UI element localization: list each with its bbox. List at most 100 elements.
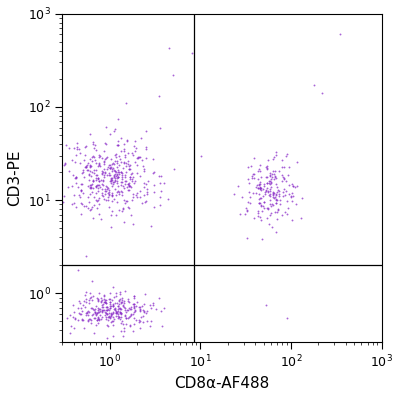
Point bbox=[151, 203, 157, 210]
Point bbox=[112, 186, 118, 193]
Point bbox=[127, 162, 133, 168]
Point bbox=[115, 142, 121, 148]
Point bbox=[126, 183, 132, 189]
Point bbox=[103, 299, 110, 306]
Point bbox=[285, 205, 291, 211]
Point bbox=[141, 199, 148, 206]
Point bbox=[262, 190, 268, 197]
Point bbox=[134, 170, 140, 176]
Point bbox=[142, 128, 149, 135]
Point bbox=[103, 197, 109, 203]
Point bbox=[255, 176, 261, 182]
Point bbox=[150, 155, 156, 162]
Point bbox=[92, 322, 99, 328]
Point bbox=[101, 148, 108, 154]
Point bbox=[79, 317, 86, 323]
Point bbox=[161, 179, 168, 186]
Point bbox=[270, 193, 277, 200]
Point bbox=[61, 161, 68, 168]
Point bbox=[86, 190, 93, 197]
Point bbox=[87, 184, 94, 190]
Point bbox=[117, 309, 124, 316]
Point bbox=[101, 172, 107, 178]
Point bbox=[117, 305, 124, 311]
Point bbox=[268, 180, 274, 187]
Point bbox=[104, 166, 110, 172]
Point bbox=[253, 190, 259, 196]
Point bbox=[144, 307, 150, 314]
Point bbox=[142, 155, 149, 162]
Point bbox=[136, 317, 142, 323]
Point bbox=[278, 212, 285, 218]
Point bbox=[103, 310, 110, 317]
Point bbox=[94, 316, 100, 323]
Point bbox=[99, 313, 106, 320]
Point bbox=[116, 189, 123, 195]
Point bbox=[109, 189, 115, 196]
Point bbox=[136, 153, 142, 160]
Point bbox=[106, 170, 112, 176]
Point bbox=[92, 310, 99, 316]
Point bbox=[292, 184, 298, 191]
Point bbox=[109, 207, 115, 214]
Point bbox=[83, 164, 89, 170]
Point bbox=[270, 191, 276, 197]
Point bbox=[91, 330, 97, 336]
Point bbox=[122, 152, 128, 158]
Point bbox=[242, 211, 248, 218]
Point bbox=[137, 306, 144, 313]
Point bbox=[83, 298, 90, 305]
Point bbox=[273, 229, 279, 236]
Point bbox=[125, 187, 132, 193]
Point bbox=[113, 212, 120, 219]
Point bbox=[97, 306, 104, 312]
Point bbox=[274, 209, 280, 215]
Point bbox=[83, 295, 90, 302]
Point bbox=[103, 187, 109, 194]
Point bbox=[255, 168, 262, 174]
Point bbox=[79, 180, 85, 187]
Point bbox=[96, 195, 102, 202]
Point bbox=[118, 174, 125, 180]
Point bbox=[142, 291, 148, 297]
X-axis label: CD8α-AF488: CD8α-AF488 bbox=[174, 376, 270, 391]
Point bbox=[137, 187, 143, 194]
Point bbox=[65, 184, 71, 190]
Point bbox=[108, 178, 114, 185]
Point bbox=[264, 164, 270, 171]
Point bbox=[118, 318, 125, 324]
Point bbox=[257, 162, 263, 168]
Point bbox=[254, 210, 261, 216]
Point bbox=[126, 299, 132, 306]
Point bbox=[244, 198, 251, 205]
Point bbox=[104, 335, 110, 341]
Point bbox=[94, 305, 101, 311]
Point bbox=[109, 174, 115, 181]
Point bbox=[123, 314, 130, 321]
Point bbox=[253, 184, 260, 191]
Point bbox=[88, 320, 94, 327]
Point bbox=[137, 154, 144, 160]
Point bbox=[255, 185, 261, 191]
Point bbox=[100, 307, 107, 313]
Point bbox=[90, 185, 96, 191]
Point bbox=[118, 135, 125, 141]
Point bbox=[134, 154, 141, 160]
Point bbox=[141, 183, 148, 190]
Point bbox=[121, 159, 128, 166]
Point bbox=[115, 306, 122, 312]
Point bbox=[131, 142, 137, 149]
Point bbox=[130, 301, 136, 308]
Point bbox=[141, 308, 147, 314]
Point bbox=[126, 183, 132, 189]
Point bbox=[112, 173, 119, 179]
Point bbox=[274, 207, 281, 213]
Point bbox=[107, 295, 113, 302]
Point bbox=[104, 183, 110, 190]
Point bbox=[143, 198, 149, 205]
Point bbox=[170, 72, 176, 78]
Point bbox=[82, 151, 88, 158]
Point bbox=[87, 316, 94, 322]
Point bbox=[89, 304, 95, 311]
Point bbox=[263, 187, 269, 193]
